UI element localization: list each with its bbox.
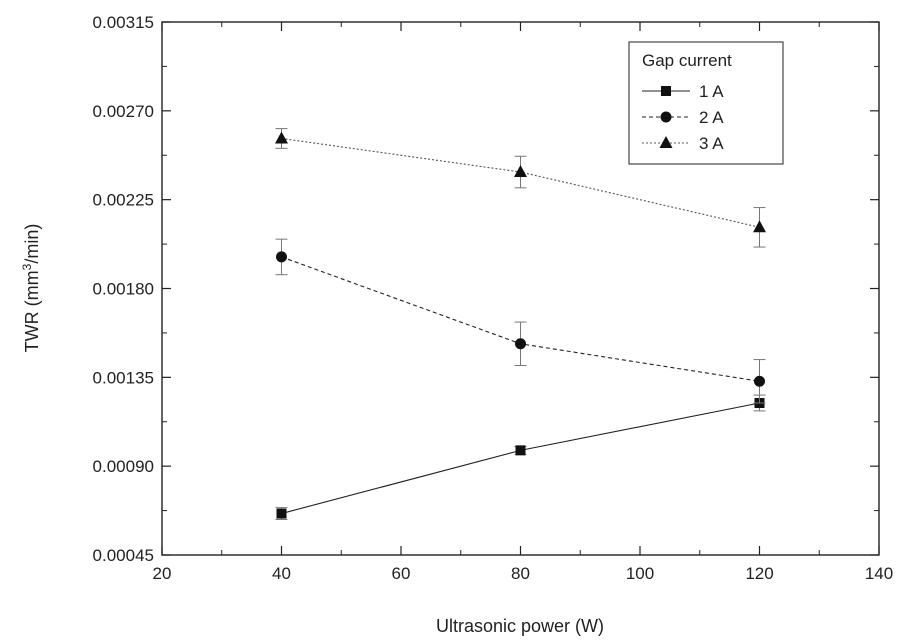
legend-items: 1 A 2 A 3 A <box>642 82 724 153</box>
y-axis-title-suffix: /min) <box>22 224 42 264</box>
legend-box <box>628 41 784 165</box>
legend: Gap current 1 A 2 A 3 A <box>628 41 784 165</box>
legend-marker <box>659 136 673 148</box>
x-tick-label: 20 <box>153 564 172 583</box>
legend-item-2: 2 A <box>642 108 724 127</box>
legend-item-1: 1 A <box>642 82 724 101</box>
y-tick-label: 0.00315 <box>93 13 154 32</box>
axis-ticks <box>161 21 880 556</box>
y-tick-labels: 0.00045 0.00090 0.00135 0.00180 0.00225 0.002… <box>93 13 154 565</box>
y-tick-label: 0.00270 <box>93 102 154 121</box>
series-3 <box>275 128 766 248</box>
series-2 <box>275 238 766 404</box>
legend-label: 1 A <box>699 82 724 101</box>
x-tick-label: 120 <box>745 564 773 583</box>
data-point <box>754 375 765 387</box>
y-axis-title: TWR (mm3/min) <box>20 224 42 353</box>
x-tick-labels: 20 40 60 80 100 120 140 <box>153 564 894 583</box>
y-tick-label: 0.00045 <box>93 546 154 565</box>
x-tick-label: 40 <box>272 564 291 583</box>
y-axis-title-prefix: TWR (mm <box>22 270 42 352</box>
y-tick-label: 0.00225 <box>93 191 154 210</box>
legend-label: 3 A <box>699 134 724 153</box>
data-point <box>514 165 527 178</box>
legend-title: Gap current <box>642 51 732 70</box>
data-point <box>276 508 287 519</box>
x-tick-label: 140 <box>865 564 893 583</box>
data-point <box>515 338 526 350</box>
x-tick-label: 80 <box>511 564 530 583</box>
series-line <box>281 402 760 515</box>
data-point <box>515 445 526 456</box>
series-layer <box>275 128 766 520</box>
x-axis-title: Ultrasonic power (W) <box>436 616 604 636</box>
legend-marker <box>661 86 671 96</box>
legend-label: 2 A <box>699 108 724 127</box>
y-tick-label: 0.00135 <box>93 368 154 387</box>
y-tick-label: 0.00090 <box>93 457 154 476</box>
data-point <box>276 251 287 263</box>
x-tick-label: 100 <box>626 564 654 583</box>
y-tick-label: 0.00180 <box>93 280 154 299</box>
x-tick-label: 60 <box>392 564 411 583</box>
data-point <box>753 220 766 233</box>
legend-item-3: 3 A <box>642 134 724 153</box>
legend-marker <box>660 111 672 123</box>
series-1 <box>275 394 766 520</box>
data-point <box>275 131 288 144</box>
y-axis-title-sup: 3 <box>20 263 34 270</box>
